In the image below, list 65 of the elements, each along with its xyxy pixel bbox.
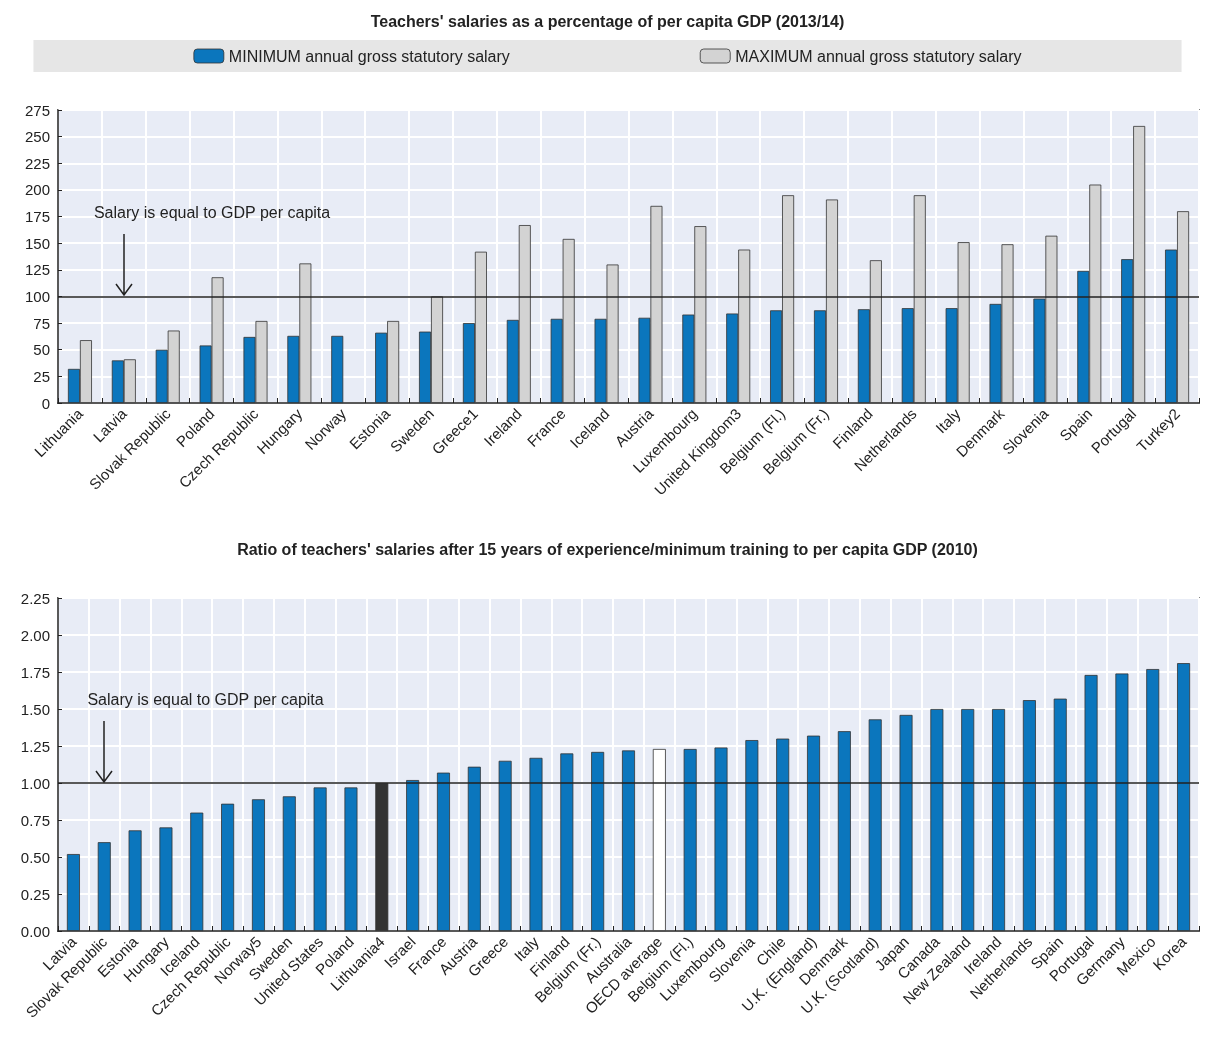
bar <box>1177 663 1191 931</box>
bar <box>683 748 697 931</box>
bar <box>375 783 389 931</box>
y-tick-label: 0.00 <box>20 922 50 940</box>
bar <box>560 753 574 931</box>
y-tick-label: 1.50 <box>20 700 50 718</box>
bar <box>159 827 173 931</box>
bar <box>66 854 80 931</box>
y-tick-label: 125 <box>24 261 50 279</box>
bar <box>899 714 913 931</box>
y-tick-label: 225 <box>24 154 50 172</box>
y-tick-label: 1.25 <box>20 737 50 755</box>
bar <box>714 747 728 931</box>
y-tick-label: 100 <box>24 287 50 305</box>
y-tick-label: 1.00 <box>20 774 50 792</box>
bar <box>529 757 543 931</box>
bar <box>406 780 420 931</box>
y-tick-label: 1.75 <box>20 663 50 681</box>
y-tick-label: 0.25 <box>20 885 50 903</box>
bar <box>1084 674 1098 931</box>
bar <box>221 803 235 931</box>
bar <box>251 799 265 931</box>
bar <box>930 709 944 931</box>
bar <box>313 787 327 931</box>
y-tick-label: 275 <box>24 101 50 119</box>
bar <box>807 735 821 931</box>
y-tick-label: 175 <box>24 208 50 226</box>
bar <box>776 738 790 931</box>
bar <box>97 842 111 931</box>
y-tick-label: 2.25 <box>20 589 50 607</box>
y-tick-label: 25 <box>33 367 50 385</box>
chart-title: Teachers' salaries as a percentage of per capita GDP (2013/14) <box>370 12 845 30</box>
bar <box>868 719 882 931</box>
bar <box>467 766 481 931</box>
chart-title: Ratio of teachers' salaries after 15 years of experience/minimum training to per capita GDP (2010) <box>237 540 978 558</box>
ref-line-label: Salary is equal to GDP per capita <box>87 690 324 708</box>
bar <box>436 772 450 931</box>
bar <box>1115 673 1129 931</box>
bar <box>1022 700 1036 931</box>
legend-label: MINIMUM annual gross statutory salary <box>228 47 510 65</box>
ref-line-label: Salary is equal to GDP per capita <box>93 203 331 221</box>
bar <box>128 830 142 931</box>
y-tick-label: 150 <box>24 234 50 252</box>
bar <box>961 709 975 931</box>
y-tick-label: 75 <box>33 314 50 332</box>
bar <box>591 751 605 931</box>
y-tick-label: 0.50 <box>20 848 50 866</box>
bar <box>282 796 296 931</box>
bar <box>1146 669 1160 931</box>
y-tick-label: 2.00 <box>20 626 50 644</box>
y-tick-label: 200 <box>24 181 50 199</box>
bar <box>992 709 1006 931</box>
bar <box>837 731 851 931</box>
y-tick-label: 50 <box>33 341 50 359</box>
y-tick-label: 0.75 <box>20 811 50 829</box>
bar <box>498 760 512 931</box>
bar <box>190 812 204 931</box>
y-tick-label: 250 <box>24 128 50 146</box>
bar <box>745 740 759 931</box>
bar <box>331 335 344 403</box>
bar <box>1053 698 1067 931</box>
bar <box>344 787 358 931</box>
bar <box>622 750 635 931</box>
y-tick-label: 0 <box>41 394 50 412</box>
legend-label: MAXIMUM annual gross statutory salary <box>735 47 1022 65</box>
